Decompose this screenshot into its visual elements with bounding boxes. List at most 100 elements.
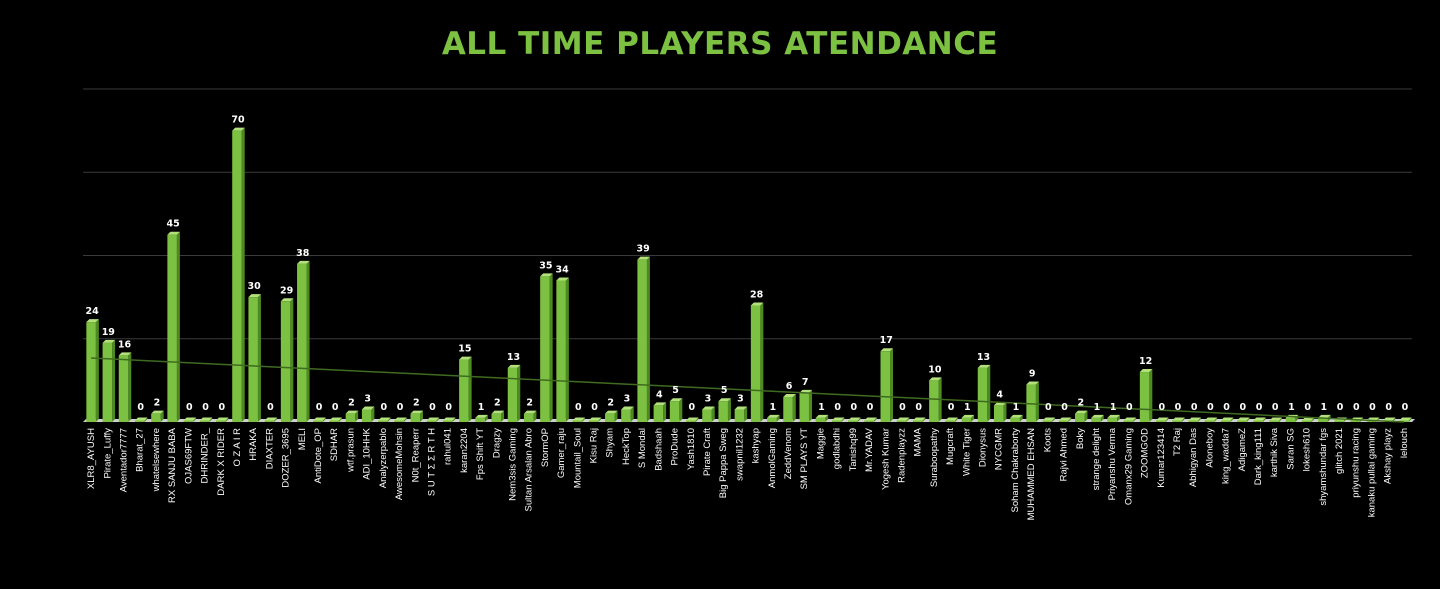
bar-side [954, 417, 958, 422]
category-label: ZOOMGOD [1140, 428, 1151, 478]
data-label: 1 [1110, 402, 1117, 413]
bar-front [410, 413, 420, 422]
bar-front [848, 420, 858, 422]
data-label: 0 [1353, 402, 1360, 413]
bar-top [345, 410, 359, 414]
bar [1269, 417, 1282, 422]
bar-top [1253, 417, 1266, 421]
bar-front [442, 420, 453, 422]
category-label: Nem3sis Gaming [507, 428, 518, 501]
data-label: 0 [1240, 402, 1247, 413]
bar-side [338, 417, 342, 422]
category-label: Saran SG [1285, 428, 1296, 470]
bar-side [95, 319, 99, 422]
bar [896, 417, 910, 422]
data-label: 0 [445, 402, 452, 413]
bar-side [193, 417, 197, 422]
bar-top [572, 417, 586, 421]
bar [378, 417, 391, 422]
data-label: 5 [721, 385, 728, 396]
bar-side [501, 410, 505, 422]
category-label: karthik Siva [1269, 427, 1280, 477]
bar-top [297, 260, 310, 264]
data-label: 12 [1139, 356, 1152, 367]
category-label: T2 Raj [1172, 428, 1183, 456]
bar-top [945, 417, 958, 421]
category-label: Shyam [605, 428, 616, 458]
bar-top [880, 348, 894, 352]
data-label: 0 [1223, 402, 1230, 413]
bar-side [484, 414, 488, 422]
bar-top [961, 414, 975, 418]
bar-top [977, 364, 991, 368]
bar [1058, 417, 1072, 422]
bar-side [128, 352, 132, 422]
bar-front [686, 420, 696, 422]
category-label: AntiDote_OP [313, 428, 324, 483]
bar-top [1075, 410, 1088, 414]
data-label: 70 [231, 115, 245, 126]
category-label: Analyzerpablo [378, 428, 389, 488]
bar-front [378, 420, 388, 422]
bar-side [727, 398, 731, 422]
bar-side [452, 417, 456, 422]
bar [1042, 417, 1056, 422]
bar-front [297, 263, 307, 422]
bar [572, 417, 586, 422]
bar [540, 273, 553, 422]
bar-front [1204, 420, 1215, 422]
bar-side [711, 406, 715, 422]
bar-top [848, 417, 861, 421]
bar [880, 348, 894, 422]
data-label: 4 [656, 389, 663, 400]
data-label: 19 [102, 327, 115, 338]
data-label: 1 [769, 402, 776, 413]
category-label: DHRINDER_ [200, 427, 211, 483]
data-label: 3 [737, 394, 744, 405]
category-label: AdigameZ [1237, 428, 1248, 471]
bar-side [1246, 417, 1250, 422]
bar-top [621, 406, 634, 410]
bar [102, 339, 116, 422]
category-label: Bharat_27 [135, 428, 146, 472]
bar-side [290, 298, 294, 422]
bar-top [1399, 417, 1412, 421]
data-label: 1 [1094, 402, 1101, 413]
category-label: Aventador7777 [119, 428, 130, 492]
bar [280, 298, 294, 422]
bar-front [977, 367, 988, 422]
bar-front [540, 276, 550, 422]
category-label: Sultan Arsalan Abro [524, 428, 535, 511]
data-label: 38 [296, 248, 310, 259]
category-label: king_wadda7 [1221, 428, 1232, 484]
bar-front [929, 380, 939, 422]
bar-front [1172, 420, 1182, 422]
category-label: Rajvi Ahmed [1059, 428, 1070, 481]
bar [977, 364, 991, 422]
data-label: 0 [1337, 402, 1344, 413]
bar-top [1139, 369, 1153, 373]
bar [507, 364, 521, 422]
data-label: 0 [1207, 402, 1214, 413]
category-label: kanaku pullai gaming [1366, 428, 1377, 517]
bar-front [313, 420, 323, 422]
data-label: 2 [348, 398, 355, 409]
data-label: 15 [458, 344, 471, 355]
bar [1220, 417, 1234, 422]
bar-front [167, 234, 177, 422]
bar-top [1318, 414, 1331, 418]
bar-front [264, 420, 275, 422]
bar [329, 417, 342, 422]
data-label: 2 [1077, 398, 1084, 409]
category-label: Mugcraft [945, 428, 956, 465]
data-label: 0 [688, 402, 695, 413]
category-label: wtf.prasun [345, 428, 356, 473]
bars [86, 127, 1412, 422]
bar-front [1123, 420, 1134, 422]
bar-top [1123, 417, 1137, 421]
category-label: priyunshu racing [1350, 428, 1361, 498]
bar-side [241, 127, 245, 422]
category-label: MELI [297, 428, 308, 450]
bar-side [549, 273, 553, 422]
bar-top [378, 417, 391, 421]
